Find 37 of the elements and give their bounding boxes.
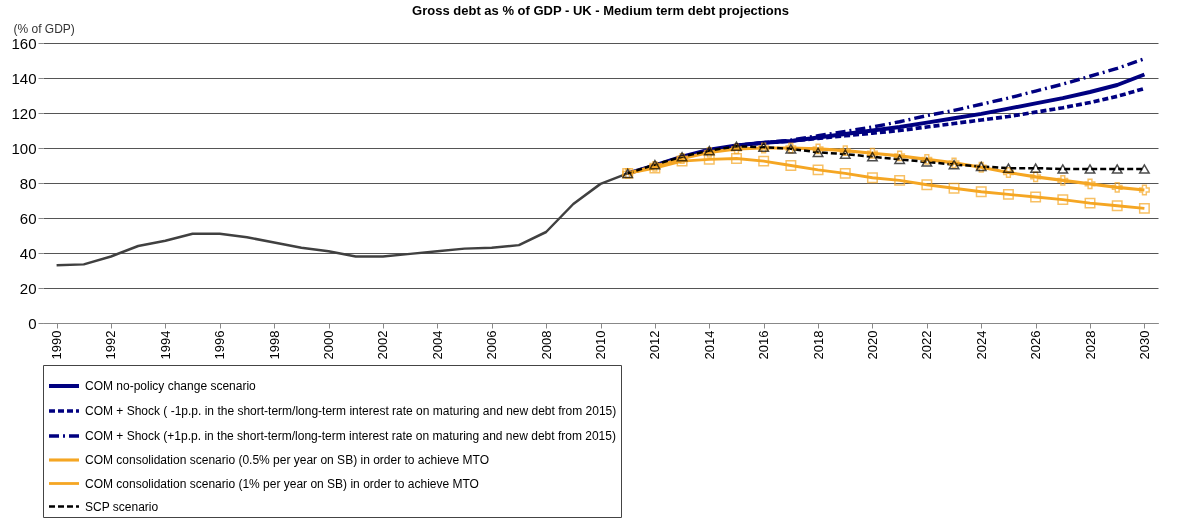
x-tick-label: 1990 (49, 330, 65, 360)
y-tick-label: 100 (11, 139, 37, 157)
y-tick-label: 140 (11, 69, 37, 87)
y-tick-label: 40 (19, 244, 37, 262)
x-tick-label: 2016 (756, 330, 772, 360)
x-tick-label: 2022 (919, 330, 935, 360)
legend-label: COM + Shock (+1p.p. in the short-term/long-term interest rate on maturing and new debt from 2015) (85, 429, 616, 443)
y-tick-label: 120 (11, 104, 37, 122)
y-axis-title: (% of GDP) (13, 21, 75, 36)
y-tick-label: 20 (19, 279, 37, 297)
y-tick-label: 80 (19, 174, 37, 192)
legend-label: COM consolidation scenario (1% per year on SB) in order to achieve MTO (85, 476, 479, 491)
x-tick-label: 2028 (1082, 330, 1098, 360)
x-tick-label: 2020 (864, 330, 880, 360)
x-tick-label: 2012 (647, 330, 663, 360)
legend-label: COM consolidation scenario (0.5% per year on SB) in order to achieve MTO (85, 453, 489, 467)
x-tick-label: 2014 (701, 330, 717, 360)
x-tick-label: 2026 (1028, 330, 1044, 360)
x-tick-label: 1998 (266, 330, 282, 360)
chart-title: Gross debt as % of GDP - UK - Medium term debt projections (412, 3, 789, 18)
x-tick-label: 2002 (375, 330, 391, 360)
x-tick-label: 1994 (157, 330, 173, 360)
y-tick-label: 60 (19, 209, 37, 227)
x-tick-label: 1992 (103, 330, 119, 360)
x-tick-label: 2010 (593, 330, 608, 360)
x-tick-label: 2004 (429, 330, 445, 360)
x-tick-label: 2018 (810, 330, 826, 360)
legend-label: COM no-policy change scenario (85, 379, 257, 393)
x-tick-label: 2006 (484, 330, 500, 360)
x-tick-label: 1996 (212, 330, 228, 360)
legend-label: COM + Shock ( -1p.p. in the short-term/long-term interest rate on maturing and new debt from 2015) (85, 404, 617, 418)
x-tick-label: 2024 (973, 330, 989, 360)
legend-label: SCP scenario (85, 499, 159, 514)
x-tick-label: 2008 (538, 330, 554, 360)
x-tick-label: 2000 (321, 330, 337, 360)
x-tick-label: 2030 (1136, 330, 1152, 360)
y-tick-label: 0 (28, 314, 37, 332)
